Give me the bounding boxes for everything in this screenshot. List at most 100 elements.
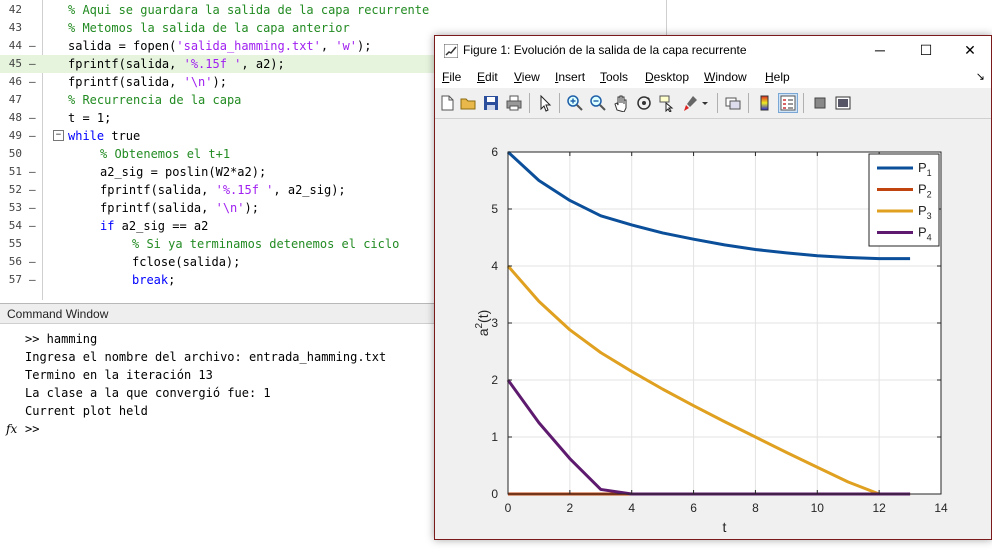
y-tick-label: 6 xyxy=(491,145,498,159)
code-line[interactable]: 44– salida = fopen('salida_hamming.txt', … xyxy=(0,37,440,55)
menu-edit-hotkey: E xyxy=(477,70,486,84)
menu-insert[interactable]: Insert xyxy=(555,70,585,84)
code-line[interactable]: 54– if a2_sig == a2 xyxy=(0,217,440,235)
menu-desktop[interactable]: Desktop xyxy=(645,70,689,84)
menu-help-hotkey: H xyxy=(765,70,774,84)
x-axis-label: t xyxy=(723,519,727,535)
breakpoint-marker[interactable]: – xyxy=(29,273,36,286)
code-token: , a2); xyxy=(241,57,285,71)
y-tick-label: 0 xyxy=(491,487,498,501)
menu-file[interactable]: File xyxy=(442,70,461,84)
code-text: break; xyxy=(132,271,175,289)
breakpoint-marker[interactable]: – xyxy=(29,111,36,124)
toolbar-separator xyxy=(803,93,804,113)
close-button[interactable]: ✕ xyxy=(964,42,976,58)
code-fold-icon[interactable]: − xyxy=(53,130,64,141)
code-line[interactable]: 45– fprintf(salida, '%.15f ', a2); xyxy=(0,55,440,73)
breakpoint-marker[interactable]: – xyxy=(29,255,36,268)
code-line[interactable]: 57– break; xyxy=(0,271,440,289)
hide-plot-tools-icon[interactable] xyxy=(811,94,829,112)
code-token: ); xyxy=(212,75,227,89)
code-line[interactable]: 43 % Metomos la salida de la capa anterio… xyxy=(0,19,440,37)
code-line[interactable]: 42 % Aqui se guardara la salida de la cap… xyxy=(0,1,440,19)
new-figure-icon[interactable] xyxy=(438,94,456,112)
code-token: , a2_sig); xyxy=(273,183,346,197)
code-token: ; xyxy=(168,273,176,287)
x-tick-label: 14 xyxy=(934,501,948,515)
code-line[interactable]: 47 % Recurrencia de la capa xyxy=(0,91,440,109)
menu-tools[interactable]: Tools xyxy=(600,70,628,84)
toolbar-separator xyxy=(559,93,560,113)
code-line[interactable]: 51– a2_sig = poslin(W2*a2); xyxy=(0,163,440,181)
line-number: 52 xyxy=(8,183,22,196)
command-window-title: Command Window xyxy=(0,304,434,324)
legend-label-base: P xyxy=(918,160,927,175)
breakpoint-marker[interactable]: – xyxy=(29,201,36,214)
legend-label-P3: P3 xyxy=(918,203,932,221)
legend-icon[interactable] xyxy=(778,93,798,113)
breakpoint-marker[interactable]: – xyxy=(29,219,36,232)
menu-view[interactable]: View xyxy=(514,70,540,84)
maximize-button[interactable]: ☐ xyxy=(919,42,933,58)
print-icon[interactable] xyxy=(505,94,523,112)
breakpoint-marker[interactable]: – xyxy=(29,39,36,52)
code-token: , xyxy=(320,39,336,53)
code-line[interactable]: 46– fprintf(salida, '\n'); xyxy=(0,73,440,91)
code-line[interactable]: 56– fclose(salida); xyxy=(0,253,440,271)
save-icon[interactable] xyxy=(482,94,500,112)
minimize-button[interactable]: ─ xyxy=(875,42,885,58)
brush-icon[interactable] xyxy=(681,94,699,112)
code-text: fclose(salida); xyxy=(132,253,240,271)
breakpoint-marker[interactable]: – xyxy=(29,183,36,196)
figure-titlebar[interactable]: Figure 1: Evolución de la salida de la c… xyxy=(435,36,991,66)
function-browser-icon[interactable]: fx xyxy=(6,422,18,436)
menu-view-rest: iew xyxy=(521,70,540,84)
command-window[interactable]: Command Window >> hamming Ingresa el nom… xyxy=(0,303,434,560)
x-tick-label: 8 xyxy=(752,501,759,515)
figure-window[interactable]: Figure 1: Evolución de la salida de la c… xyxy=(434,35,992,540)
code-line[interactable]: 53– fprintf(salida, '\n'); xyxy=(0,199,440,217)
pan-icon[interactable] xyxy=(612,94,630,112)
menu-window[interactable]: Window xyxy=(704,70,747,84)
data-cursor-icon[interactable] xyxy=(658,94,676,112)
code-line[interactable]: 52– fprintf(salida, '%.15f ', a2_sig); xyxy=(0,181,440,199)
brush-dropdown-icon[interactable] xyxy=(699,94,711,112)
code-text: t = 1; xyxy=(68,109,111,127)
code-token: '\n' xyxy=(215,201,245,215)
x-tick-label: 2 xyxy=(567,501,574,515)
figure-canvas[interactable]: 0 2 4 6 8 10 12 14 0 1 2 3 4 5 6 t a2(t) P1 P2 P3 P4 xyxy=(435,119,991,539)
code-line[interactable]: 55 % Si ya terminamos detenemos el ciclo xyxy=(0,235,440,253)
zoom-in-icon[interactable] xyxy=(566,94,584,112)
menu-edit-rest: dit xyxy=(485,70,498,84)
y-axis-label: a2(t) xyxy=(474,310,491,337)
toolbar-separator xyxy=(717,93,718,113)
legend-label-base: P xyxy=(918,225,927,240)
line-number: 51 xyxy=(8,165,22,178)
show-plot-tools-icon[interactable] xyxy=(834,94,852,112)
line-number: 50 xyxy=(8,147,22,160)
menu-edit[interactable]: Edit xyxy=(477,70,498,84)
code-line[interactable]: 49– − while true xyxy=(0,127,440,145)
open-file-icon[interactable] xyxy=(459,94,477,112)
code-text: fprintf(salida, '%.15f ', a2_sig); xyxy=(100,181,346,199)
code-line[interactable]: 48– t = 1; xyxy=(0,109,440,127)
rotate-3d-icon[interactable] xyxy=(635,94,653,112)
breakpoint-marker[interactable]: – xyxy=(29,75,36,88)
x-tick-label: 12 xyxy=(872,501,886,515)
pointer-icon[interactable] xyxy=(536,94,554,112)
colorbar-icon[interactable] xyxy=(756,94,774,112)
breakpoint-marker[interactable]: – xyxy=(29,129,36,142)
breakpoint-marker[interactable]: – xyxy=(29,165,36,178)
menu-insert-rest: nsert xyxy=(558,70,586,84)
breakpoint-marker[interactable]: – xyxy=(29,57,36,70)
command-prompt[interactable]: >> xyxy=(25,422,40,436)
zoom-out-icon[interactable] xyxy=(589,94,607,112)
line-number: 55 xyxy=(8,237,22,250)
code-text: a2_sig = poslin(W2*a2); xyxy=(100,163,266,181)
command-output-line: >> hamming xyxy=(25,332,98,346)
link-plot-icon[interactable] xyxy=(724,94,742,112)
menu-overflow-icon[interactable]: ↘ xyxy=(975,71,985,83)
menu-help[interactable]: Help xyxy=(765,70,790,84)
code-line[interactable]: 50 % Obtenemos el t+1 xyxy=(0,145,440,163)
